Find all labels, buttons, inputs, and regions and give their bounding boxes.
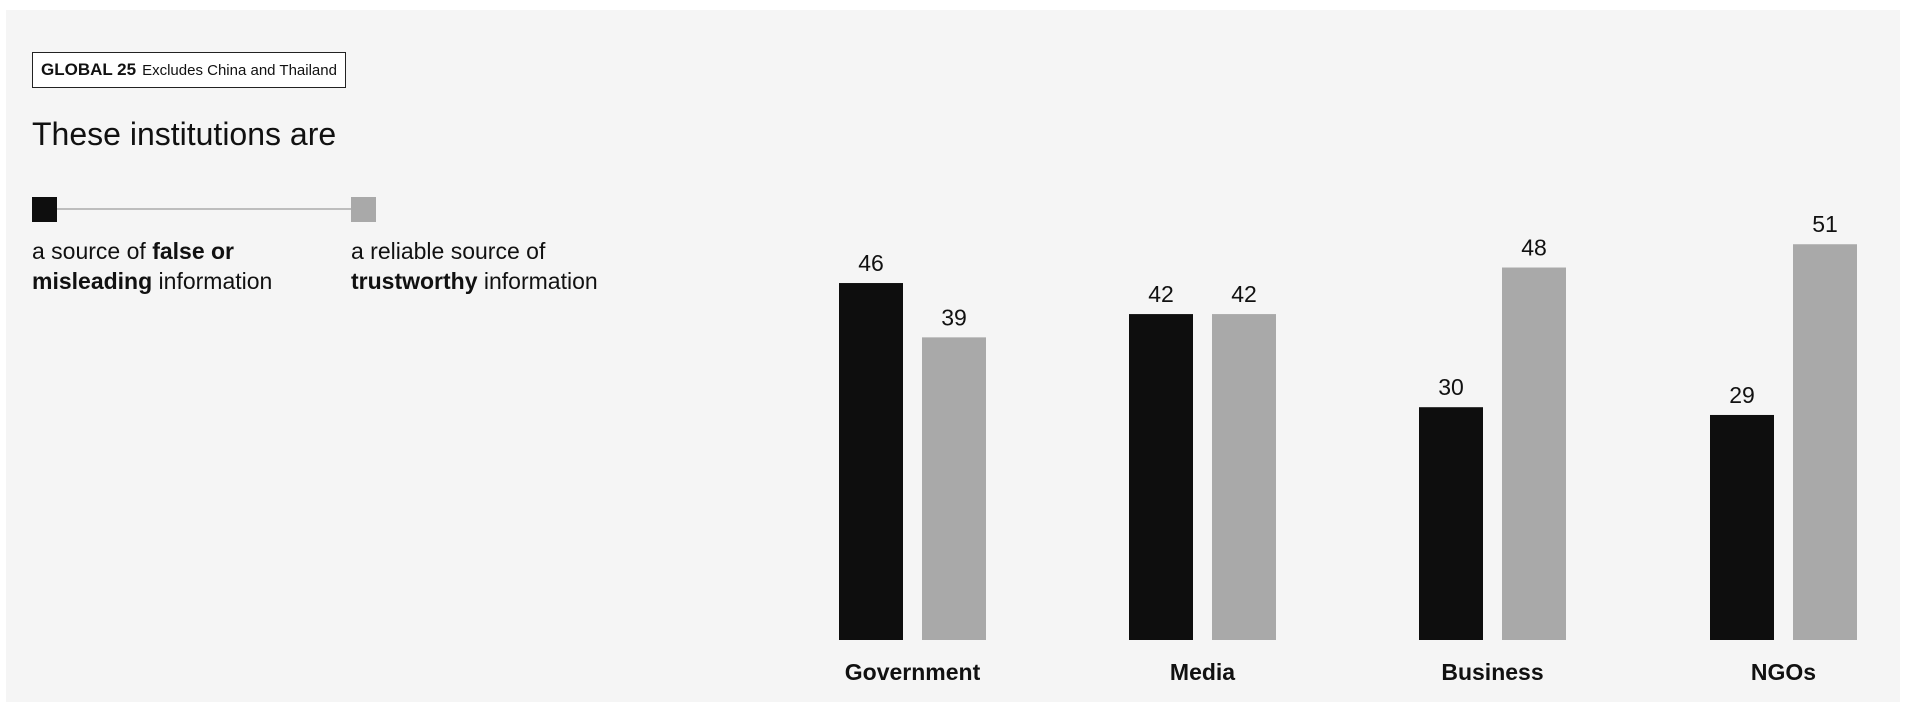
data-label-government-series-2: 39 xyxy=(941,304,967,330)
data-label-media-series-2: 42 xyxy=(1231,281,1257,307)
bar-business-series-1 xyxy=(1419,407,1483,640)
data-label-business-series-1: 30 xyxy=(1438,374,1464,400)
data-label-media-series-1: 42 xyxy=(1148,281,1174,307)
data-label-government-series-1: 46 xyxy=(858,250,884,276)
bar-media-series-1 xyxy=(1129,314,1193,640)
category-label-business: Business xyxy=(1441,659,1543,685)
category-label-media: Media xyxy=(1170,659,1235,685)
bar-ngos-series-1 xyxy=(1710,415,1774,640)
bar-media-series-2 xyxy=(1212,314,1276,640)
bar-government-series-1 xyxy=(839,283,903,640)
category-label-government: Government xyxy=(845,659,981,685)
bar-business-series-2 xyxy=(1502,268,1566,640)
category-label-ngos: NGOs xyxy=(1751,659,1816,685)
bar-ngos-series-2 xyxy=(1793,244,1857,640)
data-label-business-series-2: 48 xyxy=(1521,235,1547,261)
bar-government-series-2 xyxy=(922,337,986,640)
data-label-ngos-series-2: 51 xyxy=(1812,211,1838,237)
data-label-ngos-series-1: 29 xyxy=(1729,382,1755,408)
